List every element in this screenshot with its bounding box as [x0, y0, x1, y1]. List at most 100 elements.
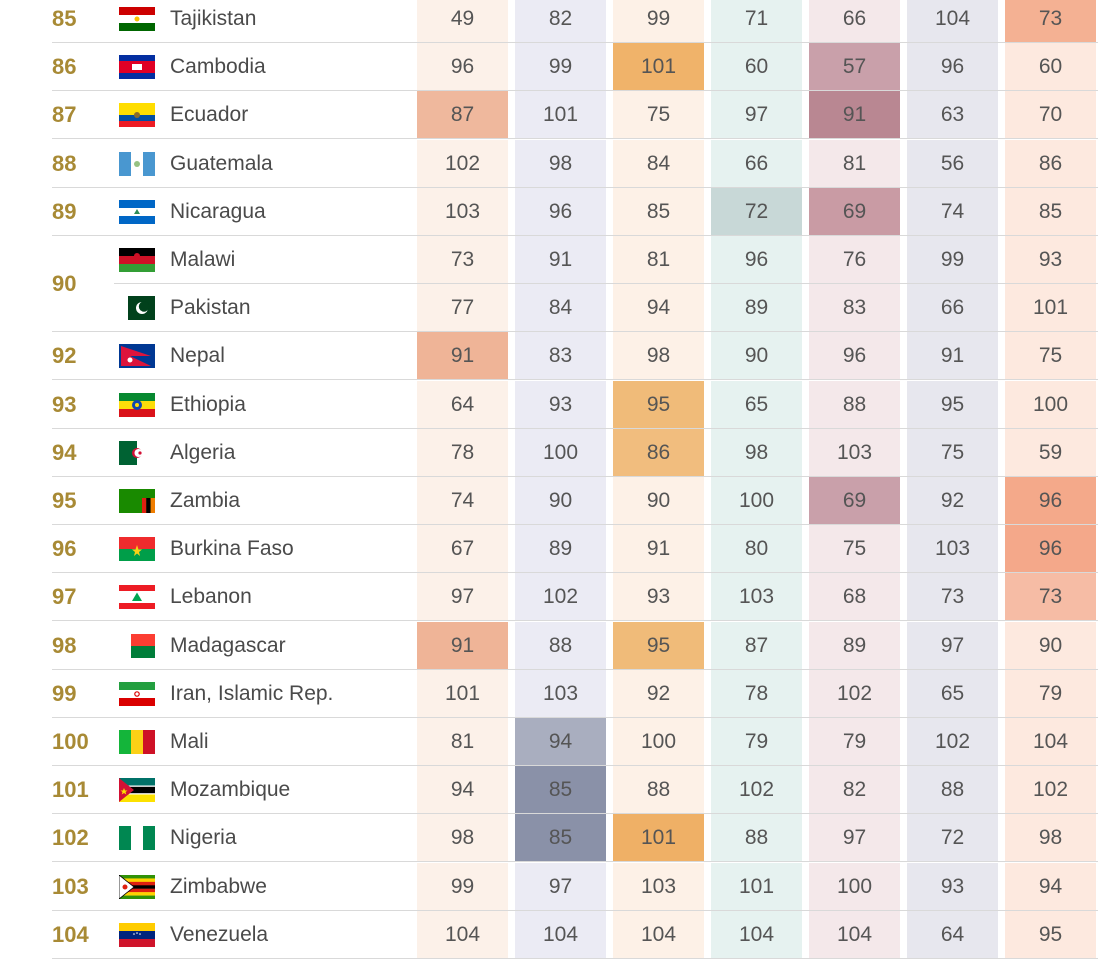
table-row: 99 97 103 101 100 93 94 103 Zimbabwe — [52, 862, 1098, 911]
score-cell: 104 — [515, 910, 606, 958]
score-cell: 103 — [809, 428, 900, 476]
country-name: Pakistan — [170, 296, 251, 320]
score-cell: 104 — [907, 0, 998, 42]
score-cell: 78 — [417, 428, 508, 476]
score-cell: 104 — [1005, 718, 1096, 765]
score-cell: 91 — [417, 332, 508, 380]
score-cell: 69 — [809, 187, 900, 235]
score-cell: 73 — [417, 236, 508, 283]
score-cell: 66 — [907, 284, 998, 332]
rank-number: 90 — [52, 271, 77, 296]
score-cell: 96 — [809, 332, 900, 380]
score-cell: 66 — [711, 139, 802, 187]
score-cell: 91 — [809, 91, 900, 139]
rank-number: 96 — [52, 536, 77, 562]
score-cell: 100 — [711, 477, 802, 524]
score-cell: 80 — [711, 525, 802, 573]
score-cell: 103 — [515, 669, 606, 717]
score-cell: 91 — [613, 525, 704, 573]
score-cell: 100 — [809, 862, 900, 910]
iran-flag-icon — [119, 681, 155, 706]
score-cell: 75 — [907, 428, 998, 476]
score-cell: 96 — [907, 43, 998, 91]
score-cell: 98 — [613, 332, 704, 380]
pakistan-flag-icon — [119, 296, 155, 321]
score-cell: 78 — [711, 669, 802, 717]
score-cell: 73 — [1005, 0, 1096, 42]
score-cell: 94 — [613, 284, 704, 332]
score-cell: 79 — [1005, 669, 1096, 717]
score-cell: 100 — [515, 428, 606, 476]
rank-number: 99 — [52, 680, 77, 706]
score-cell: 66 — [809, 0, 900, 42]
score-cell: 59 — [1005, 428, 1096, 476]
mozambique-flag-icon — [119, 778, 155, 803]
row-divider — [52, 90, 1098, 92]
score-cell: 102 — [711, 766, 802, 814]
score-cell: 98 — [711, 428, 802, 476]
row-divider — [52, 957, 1098, 959]
score-cell: 101 — [1005, 284, 1096, 332]
row-divider — [52, 42, 1098, 43]
score-cell: 91 — [515, 236, 606, 283]
row-divider — [52, 379, 1098, 381]
row-divider — [52, 331, 1098, 333]
score-cell: 60 — [1005, 43, 1096, 91]
score-cell: 102 — [907, 718, 998, 765]
country-name: Ethiopia — [170, 392, 246, 416]
rank-number: 87 — [52, 102, 77, 128]
score-cell: 68 — [809, 573, 900, 621]
algeria-flag-icon — [119, 440, 155, 465]
score-cell: 79 — [711, 718, 802, 765]
rank-number: 98 — [52, 632, 77, 658]
score-cell: 83 — [809, 284, 900, 332]
score-cell: 87 — [711, 621, 802, 669]
score-cell: 88 — [907, 766, 998, 814]
score-cell: 96 — [417, 43, 508, 91]
country-name: Lebanon — [170, 585, 252, 609]
score-cell: 90 — [711, 332, 802, 380]
score-cell: 96 — [515, 187, 606, 235]
table-row: 67 89 91 80 75 103 96 96 Burkina Faso — [52, 525, 1098, 574]
ecuador-flag-icon — [119, 103, 155, 128]
country-name: Algeria — [170, 440, 236, 464]
row-divider — [114, 283, 1098, 284]
score-cell: 60 — [711, 43, 802, 91]
tajikistan-flag-icon — [119, 7, 155, 31]
score-cell: 91 — [907, 332, 998, 380]
table-row: 104 104 104 104 104 64 95 104 Venezuela — [52, 910, 1098, 959]
madagascar-flag-icon — [119, 633, 155, 658]
rank-number: 88 — [52, 150, 77, 176]
score-cell: 104 — [809, 910, 900, 958]
rank-number: 85 — [52, 6, 77, 31]
burkina-faso-flag-icon — [119, 537, 155, 562]
score-cell: 103 — [711, 573, 802, 621]
table-row: 102 98 84 66 81 56 86 88 Guatemala — [52, 139, 1098, 188]
score-cell: 92 — [907, 477, 998, 524]
score-cell: 100 — [613, 718, 704, 765]
row-divider — [52, 572, 1098, 574]
table-row: 101 103 92 78 102 65 79 99 Iran, Islamic Rep. — [52, 669, 1098, 718]
lebanon-flag-icon — [119, 585, 155, 610]
score-cell: 98 — [515, 139, 606, 187]
score-cell: 81 — [417, 718, 508, 765]
rank-number: 104 — [52, 921, 89, 947]
score-cell: 95 — [613, 621, 704, 669]
table-row: 87 101 75 97 91 63 70 87 Ecuador — [52, 91, 1098, 140]
row-divider — [52, 138, 1098, 140]
score-cell: 73 — [1005, 573, 1096, 621]
score-cell: 99 — [613, 0, 704, 42]
row-divider — [52, 909, 1098, 911]
score-cell: 97 — [711, 91, 802, 139]
rank-number: 103 — [52, 873, 89, 899]
score-cell: 98 — [1005, 814, 1096, 862]
score-cell: 57 — [809, 43, 900, 91]
country-name: Guatemala — [170, 151, 273, 175]
score-cell: 65 — [907, 669, 998, 717]
score-cell: 81 — [809, 139, 900, 187]
score-cell: 93 — [907, 862, 998, 910]
table-row: 91 83 98 90 96 91 75 92 Nepal — [52, 332, 1098, 381]
table-row: 49 82 99 71 66 104 73 85 Tajikistan — [52, 0, 1098, 43]
score-cell: 94 — [417, 766, 508, 814]
table-row: 98 85 101 88 97 72 98 102 Nigeria — [52, 814, 1098, 863]
